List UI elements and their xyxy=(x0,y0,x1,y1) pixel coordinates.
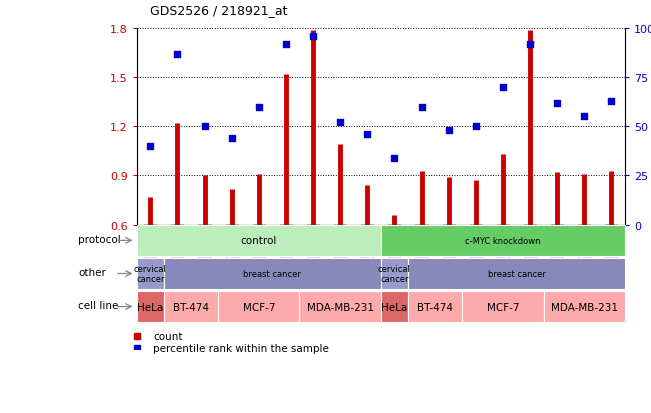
Point xyxy=(172,51,182,58)
Text: control: control xyxy=(241,236,277,246)
Bar xyxy=(381,225,625,256)
Point xyxy=(497,84,508,91)
Text: cell line: cell line xyxy=(78,300,118,310)
Text: cervical
cancer: cervical cancer xyxy=(134,264,167,283)
Text: BT-474: BT-474 xyxy=(417,302,453,312)
Bar xyxy=(408,258,625,290)
Text: other: other xyxy=(78,267,106,277)
Text: count: count xyxy=(153,331,183,341)
Text: GDS2526 / 218921_at: GDS2526 / 218921_at xyxy=(150,4,287,17)
Text: breast cancer: breast cancer xyxy=(243,269,301,278)
Bar xyxy=(164,291,218,323)
Point xyxy=(552,100,562,107)
Point xyxy=(606,98,616,105)
Point xyxy=(525,41,535,48)
Text: MDA-MB-231: MDA-MB-231 xyxy=(551,302,618,312)
Text: HeLa: HeLa xyxy=(137,302,163,312)
Text: MDA-MB-231: MDA-MB-231 xyxy=(307,302,374,312)
Point xyxy=(416,104,426,111)
Bar xyxy=(299,291,381,323)
Point xyxy=(335,120,345,126)
Bar xyxy=(137,258,164,290)
Text: breast cancer: breast cancer xyxy=(488,269,546,278)
Point xyxy=(471,124,481,131)
Text: percentile rank within the sample: percentile rank within the sample xyxy=(153,343,329,353)
Bar xyxy=(164,258,381,290)
Text: MCF-7: MCF-7 xyxy=(487,302,519,312)
Point xyxy=(443,128,454,134)
Bar xyxy=(137,291,164,323)
Bar xyxy=(462,291,544,323)
Point xyxy=(199,124,210,131)
Bar xyxy=(544,291,625,323)
Text: HeLa: HeLa xyxy=(381,302,408,312)
Point xyxy=(389,155,400,162)
Point xyxy=(308,33,318,40)
Bar xyxy=(381,291,408,323)
Text: c-MYC knockdown: c-MYC knockdown xyxy=(465,236,540,245)
Text: MCF-7: MCF-7 xyxy=(243,302,275,312)
Text: cervical
cancer: cervical cancer xyxy=(378,264,411,283)
Bar xyxy=(381,258,408,290)
Point xyxy=(227,135,237,142)
Text: protocol: protocol xyxy=(78,234,120,244)
Bar xyxy=(408,291,462,323)
Point xyxy=(145,143,156,150)
Text: BT-474: BT-474 xyxy=(173,302,209,312)
Point xyxy=(253,104,264,111)
Bar xyxy=(137,225,381,256)
Bar xyxy=(218,291,299,323)
Point xyxy=(579,114,589,121)
Point xyxy=(281,41,291,48)
Point xyxy=(362,131,372,138)
